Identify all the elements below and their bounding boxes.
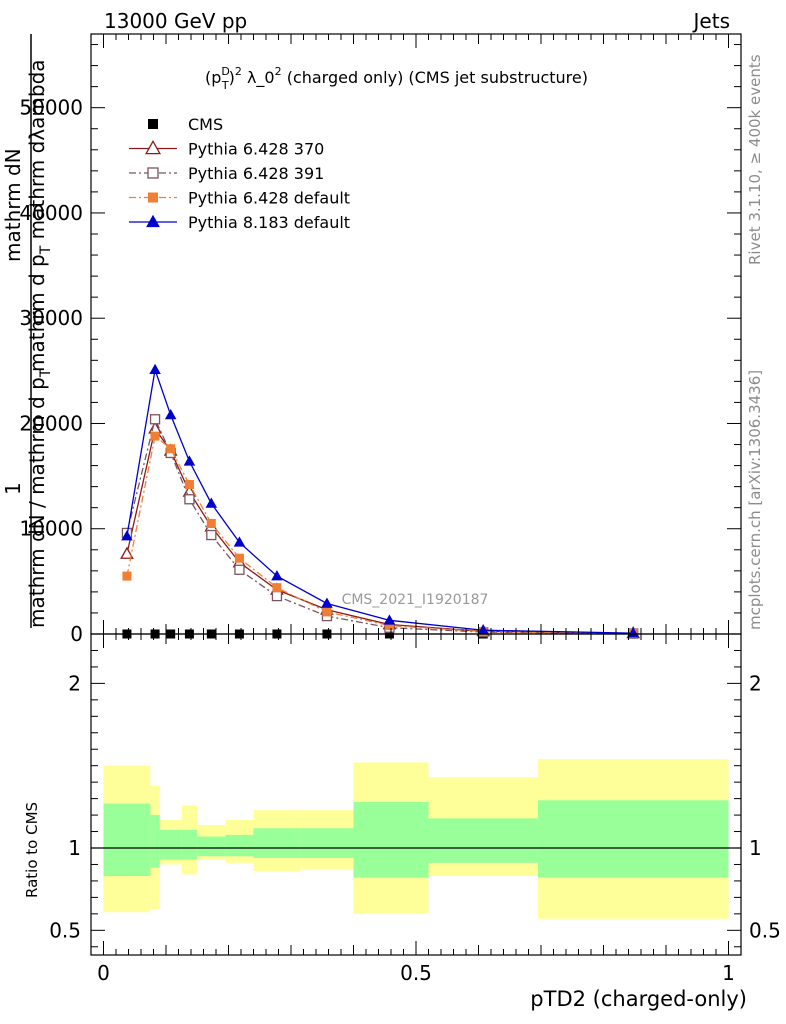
inner-band-bin bbox=[197, 836, 226, 857]
title-sub-t: T bbox=[221, 79, 229, 92]
inner-band-bin bbox=[353, 801, 429, 878]
legend-marker bbox=[147, 167, 159, 179]
title-sup-2b: 2 bbox=[275, 65, 282, 78]
data-point bbox=[184, 480, 194, 490]
legend-entry: Pythia 8.183 default bbox=[129, 213, 350, 232]
legend-label: Pythia 8.183 default bbox=[188, 213, 350, 232]
legend-marker bbox=[144, 139, 162, 155]
data-point bbox=[477, 624, 489, 635]
ylabel-numerator-dp-text: mathrm d p bbox=[25, 254, 49, 372]
inner-band-bin bbox=[181, 829, 198, 860]
ratio-ylabel: Ratio to CMS bbox=[23, 802, 41, 898]
legend-marker bbox=[146, 214, 160, 228]
ylabel-denominator: mathrm dN / mathrm d pT bbox=[25, 368, 54, 628]
ratio-y-tick-label-right: 1 bbox=[749, 836, 762, 860]
title-sup-2: 2 bbox=[235, 65, 242, 78]
data-point bbox=[120, 546, 134, 559]
main-title: (pD T)2 λ_02 (charged only) (CMS jet subs… bbox=[205, 65, 588, 92]
mcplots-label: mcplots.cern.ch [arXiv:1306.3436] bbox=[746, 370, 764, 630]
y-tick-label: 20000 bbox=[19, 411, 83, 435]
analysis-watermark: CMS_2021_I1920187 bbox=[342, 592, 489, 608]
legend-marker bbox=[148, 119, 158, 129]
ylabel-numerator-dp: mathrm d pT mathrm dλambda bbox=[25, 59, 54, 372]
data-point bbox=[149, 363, 161, 375]
data-point bbox=[122, 571, 132, 581]
legend-entry: CMS bbox=[148, 115, 223, 134]
legend: CMS Pythia 6.428 370 Pythia 6.428 391 Pythi… bbox=[129, 115, 350, 232]
x-tick-label: 1 bbox=[722, 961, 735, 985]
inner-band-bin bbox=[537, 800, 729, 878]
ylabel-denominator-text: mathrm dN / mathrm d p bbox=[25, 377, 49, 628]
legend-entry: Pythia 6.428 default bbox=[129, 189, 350, 208]
ratio-y-tick-label-left: 1 bbox=[68, 836, 81, 860]
data-point bbox=[206, 518, 216, 528]
ylabel-denominator-sub: T bbox=[38, 368, 54, 378]
inner-band-bin bbox=[159, 829, 182, 860]
legend-entry: Pythia 6.428 370 bbox=[129, 140, 324, 159]
legend-label: Pythia 6.428 default bbox=[188, 189, 350, 208]
data-point bbox=[384, 621, 394, 631]
series-pythia-8-183-default bbox=[121, 363, 639, 638]
ratio-y-tick-label-left: 2 bbox=[68, 671, 81, 695]
ylabel-numerator-one: 1 bbox=[1, 482, 25, 495]
x-tick-label: 0 bbox=[97, 961, 110, 985]
category-label: Jets bbox=[692, 9, 730, 33]
y-tick-label: 0 bbox=[70, 622, 83, 646]
title-base: (p bbox=[205, 68, 221, 87]
ylabel-numerator-tail: mathrm dλambda bbox=[25, 59, 49, 245]
legend-entry: Pythia 6.428 391 bbox=[129, 164, 324, 183]
data-point bbox=[271, 570, 283, 581]
title-rest: λ_0 bbox=[242, 68, 275, 88]
data-point bbox=[121, 530, 133, 541]
legend-marker bbox=[148, 192, 158, 203]
ratio-y-tick-label-left: 0.5 bbox=[49, 918, 81, 942]
data-point bbox=[166, 444, 176, 454]
inner-band-bin bbox=[300, 828, 354, 858]
data-point bbox=[234, 553, 244, 563]
y-tick-label: 50000 bbox=[19, 96, 83, 120]
ylabel-numerator-sub: T bbox=[38, 245, 54, 255]
main-ylabel: 1 mathrm dN mathrm d pT mathrm dλambda m… bbox=[1, 34, 54, 628]
data-point bbox=[234, 564, 245, 575]
data-point bbox=[271, 590, 283, 602]
data-point bbox=[206, 529, 217, 541]
inner-band-bin bbox=[225, 834, 254, 857]
data-point bbox=[321, 597, 333, 608]
x-tick-label: 0.5 bbox=[400, 961, 432, 985]
data-point bbox=[233, 536, 246, 547]
data-point bbox=[184, 494, 195, 505]
y-tick-label: 10000 bbox=[19, 517, 83, 541]
data-point bbox=[627, 627, 639, 638]
data-point bbox=[322, 607, 332, 617]
data-point bbox=[149, 414, 161, 425]
inner-band-bin bbox=[428, 818, 538, 863]
xlabel: pTD2 (charged-only) bbox=[530, 987, 747, 1011]
series-line bbox=[126, 434, 634, 635]
y-tick-label: 40000 bbox=[19, 201, 83, 225]
data-point bbox=[150, 431, 160, 441]
legend-label: Pythia 6.428 391 bbox=[188, 164, 324, 183]
ylabel-numerator-dn: mathrm dN bbox=[1, 148, 25, 262]
title-sup-d: D bbox=[221, 65, 229, 78]
title-tail: (charged only) (CMS jet substructure) bbox=[282, 68, 588, 87]
ratio-y-tick-label-right: 0.5 bbox=[749, 918, 781, 942]
rivet-version-label: Rivet 3.1.10, ≥ 400k events bbox=[746, 54, 764, 265]
y-tick-label: 30000 bbox=[19, 306, 83, 330]
data-point bbox=[383, 614, 396, 625]
title-close: ) bbox=[229, 68, 235, 87]
data-point bbox=[164, 409, 177, 420]
legend-label: Pythia 6.428 370 bbox=[188, 140, 324, 159]
data-point bbox=[183, 455, 196, 466]
inner-band-bin bbox=[103, 803, 151, 876]
inner-band-bin bbox=[253, 828, 301, 858]
inner-band-bin bbox=[150, 815, 160, 868]
data-point bbox=[272, 583, 282, 593]
energy-label: 13000 GeV pp bbox=[104, 9, 247, 33]
legend-label: CMS bbox=[188, 115, 223, 134]
ratio-y-tick-label-right: 2 bbox=[749, 671, 762, 695]
data-point bbox=[205, 497, 218, 508]
